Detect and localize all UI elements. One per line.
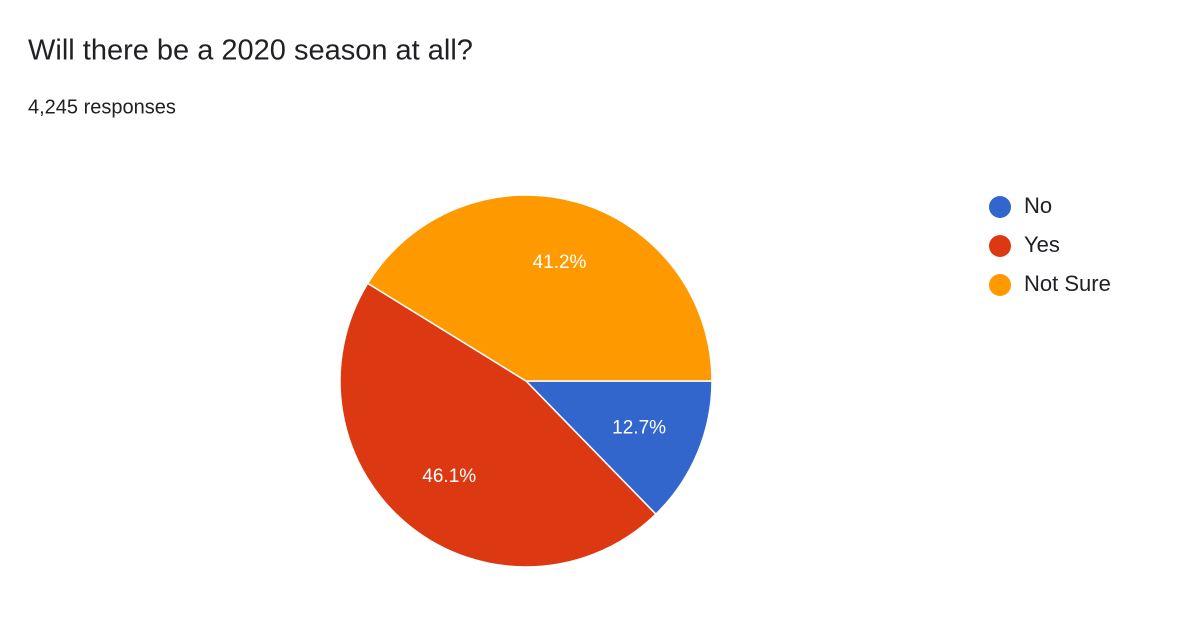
pie-slice (339, 282, 657, 568)
slice-label: 46.1% (422, 466, 476, 487)
chart-subtitle: 4,245 responses (28, 96, 176, 118)
legend-swatch (989, 196, 1011, 218)
legend-label: No (1024, 193, 1052, 218)
chart-title: Will there be a 2020 season at all? (28, 35, 473, 67)
legend-swatch (989, 274, 1011, 296)
legend-swatch (989, 235, 1011, 257)
legend-label: Yes (1024, 232, 1060, 257)
legend-label: Not Sure (1024, 271, 1111, 296)
slice-label: 12.7% (612, 418, 666, 439)
pie-slice (524, 380, 713, 516)
pie-slice (366, 194, 713, 382)
slice-label: 41.2% (533, 252, 587, 273)
